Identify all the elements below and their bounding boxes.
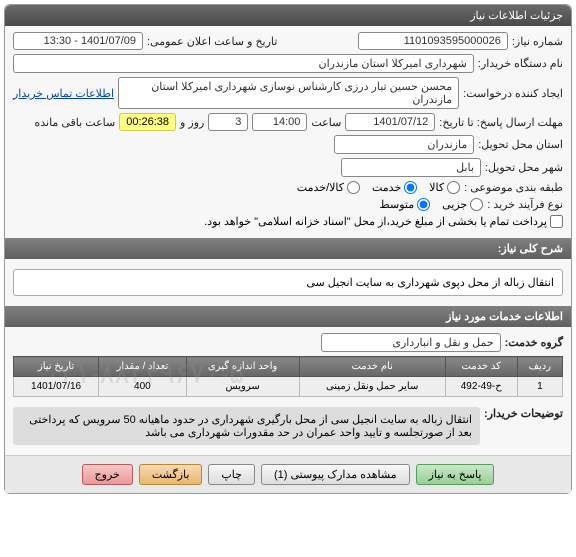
cell-qty: 400	[99, 377, 186, 397]
need-title-text: انتقال زباله از محل دپوی شهرداری به سایت…	[13, 269, 563, 296]
th-date: تاریخ نیاز	[14, 357, 99, 377]
row-requester: ایجاد کننده درخواست: محسن حسین تبار درزی…	[13, 77, 563, 109]
th-unit: واحد اندازه گیری	[186, 357, 299, 377]
need-number-field: 1101093595000026	[358, 32, 508, 50]
category-radio-group: کالا خدمت کالا/خدمت	[297, 181, 460, 194]
process-label: نوع فرآیند خرید :	[487, 198, 563, 211]
row-province: استان محل تحویل: مازندران	[13, 135, 563, 154]
row-need-number: شماره نیاز: 1101093595000026 تاریخ و ساع…	[13, 32, 563, 50]
deadline-time-field: 14:00	[252, 113, 307, 131]
small-radio[interactable]: جزیی	[442, 198, 483, 211]
deadline-date-field: 1401/07/12	[345, 113, 435, 131]
row-city: شهر محل تحویل: بابل	[13, 158, 563, 177]
remaining-time: 00:26:38	[119, 113, 176, 131]
row-buyer-notes: توضیحات خریدار: انتقال زباله به سایت انج…	[13, 403, 563, 445]
deadline-label: مهلت ارسال پاسخ: تا تاریخ:	[439, 116, 563, 129]
remaining-label: ساعت باقی مانده	[34, 116, 115, 129]
city-field: بابل	[341, 158, 481, 177]
row-service-group: گروه خدمت: حمل و نقل و انبارداری	[13, 333, 563, 352]
both-radio[interactable]: کالا/خدمت	[297, 181, 360, 194]
row-buyer: نام دستگاه خریدار: شهرداری امیرکلا استان…	[13, 54, 563, 73]
back-button[interactable]: بازگشت	[139, 464, 203, 485]
docs-button[interactable]: مشاهده مدارک پیوستی (1)	[261, 464, 410, 485]
need-title-body: انتقال زباله از محل دپوی شهرداری به سایت…	[5, 259, 571, 306]
services-table: ردیف کد خدمت نام خدمت واحد اندازه گیری ت…	[13, 356, 563, 397]
buyer-field: شهرداری امیرکلا استان مازندران	[13, 54, 474, 73]
city-label: شهر محل تحویل:	[485, 161, 563, 174]
main-panel: جزئیات اطلاعات نیاز شماره نیاز: 11010935…	[4, 4, 572, 494]
announce-date-field: 1401/07/09 - 13:30	[13, 32, 143, 50]
contact-link[interactable]: اطلاعات تماس خریدار	[13, 87, 114, 100]
row-process: نوع فرآیند خرید : جزیی متوسط پرداخت تمام…	[13, 198, 563, 228]
service-group-label: گروه خدمت:	[505, 336, 563, 349]
requester-field: محسن حسین تبار درزی کارشناس نوسازی شهردا…	[118, 77, 459, 109]
service-radio[interactable]: خدمت	[372, 181, 417, 194]
panel-body: شماره نیاز: 1101093595000026 تاریخ و ساع…	[5, 26, 571, 238]
services-section: اطلاعات خدمات مورد نیاز	[5, 306, 571, 327]
days-field: 3	[208, 113, 248, 131]
cell-code: ح-49-492	[445, 377, 517, 397]
print-button[interactable]: چاپ	[208, 464, 255, 485]
panel-title: جزئیات اطلاعات نیاز	[5, 5, 571, 26]
need-title-section: شرح کلی نیاز:	[5, 238, 571, 259]
time-label: ساعت	[311, 116, 341, 129]
category-label: طبقه بندی موضوعی :	[464, 181, 563, 194]
reply-button[interactable]: پاسخ به نیاز	[416, 464, 495, 485]
row-category: طبقه بندی موضوعی : کالا خدمت کالا/خدمت	[13, 181, 563, 194]
exit-button[interactable]: خروج	[82, 464, 133, 485]
buyer-notes-text: انتقال زباله به سایت انجیل سی از محل بار…	[13, 407, 480, 445]
cell-unit: سرویس	[186, 377, 299, 397]
goods-radio[interactable]: کالا	[429, 181, 460, 194]
service-group-field: حمل و نقل و انبارداری	[321, 333, 501, 352]
payment-checkbox[interactable]: پرداخت تمام یا بخشی از مبلغ خرید،از محل …	[204, 215, 563, 228]
requester-label: ایجاد کننده درخواست:	[463, 87, 563, 100]
need-number-label: شماره نیاز:	[512, 35, 563, 48]
th-row: ردیف	[517, 357, 562, 377]
th-name: نام خدمت	[299, 357, 445, 377]
row-deadline: مهلت ارسال پاسخ: تا تاریخ: 1401/07/12 سا…	[13, 113, 563, 131]
table-row: 1 ح-49-492 سایر حمل ونقل زمینی سرویس 400…	[14, 377, 563, 397]
cell-date: 1401/07/16	[14, 377, 99, 397]
province-label: استان محل تحویل:	[478, 138, 563, 151]
days-label: روز و	[180, 116, 204, 129]
medium-radio[interactable]: متوسط	[380, 198, 431, 211]
announce-date-label: تاریخ و ساعت اعلان عمومی:	[147, 35, 277, 48]
th-qty: تعداد / مقدار	[99, 357, 186, 377]
cell-row: 1	[517, 377, 562, 397]
th-code: کد خدمت	[445, 357, 517, 377]
button-bar: پاسخ به نیاز مشاهده مدارک پیوستی (1) چاپ…	[5, 455, 571, 493]
province-field: مازندران	[334, 135, 474, 154]
buyer-label: نام دستگاه خریدار:	[478, 57, 563, 70]
services-body: گروه خدمت: حمل و نقل و انبارداری ۰۲۱-۸۸۲…	[5, 327, 571, 455]
buyer-notes-label: توضیحات خریدار:	[484, 403, 563, 420]
process-radio-group: جزیی متوسط	[380, 198, 484, 211]
table-header-row: ردیف کد خدمت نام خدمت واحد اندازه گیری ت…	[14, 357, 563, 377]
cell-name: سایر حمل ونقل زمینی	[299, 377, 445, 397]
